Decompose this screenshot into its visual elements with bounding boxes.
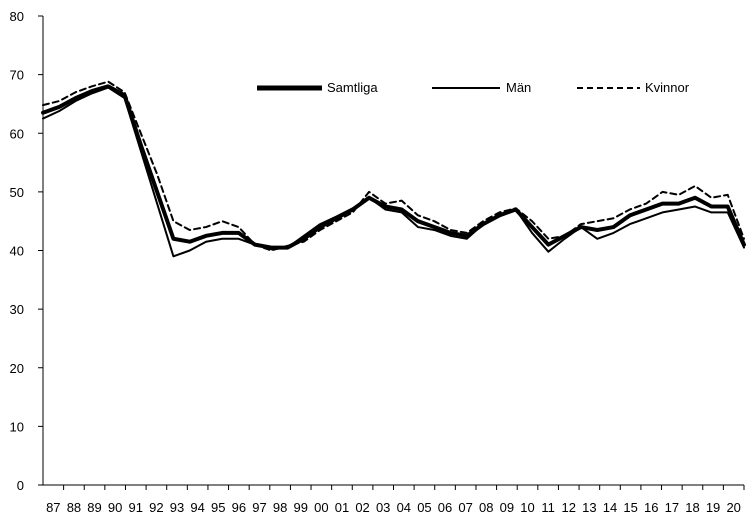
x-tick-label: 04 [397, 500, 411, 515]
series-line-kvinnor [42, 80, 745, 252]
x-tick-label: 00 [314, 500, 328, 515]
y-tick-label: 0 [17, 478, 24, 493]
x-tick-label: 94 [190, 500, 204, 515]
x-tick-label: 11 [541, 500, 555, 515]
y-axis: 0 10 20 30 40 50 60 70 80 [10, 9, 44, 493]
x-tick-label: 15 [623, 500, 637, 515]
x-tick-label: 96 [232, 500, 246, 515]
x-tick-label: 10 [520, 500, 534, 515]
x-tick-label: 02 [355, 500, 369, 515]
series-lines [41, 80, 746, 258]
y-tick-label: 70 [10, 68, 24, 83]
x-tick-label: 13 [582, 500, 596, 515]
x-tick-label: 17 [665, 500, 679, 515]
y-tick-label: 40 [10, 244, 24, 259]
x-tick-label: 03 [376, 500, 390, 515]
y-tick-label: 80 [10, 9, 24, 24]
x-tick-label: 09 [500, 500, 514, 515]
x-tick-label: 08 [479, 500, 493, 515]
series-line-m-n [42, 86, 745, 258]
x-tick-label: 97 [252, 500, 266, 515]
x-tick-label: 89 [87, 500, 101, 515]
y-tick-label: 60 [10, 126, 24, 141]
x-tick-label: 18 [685, 500, 699, 515]
legend-label-samtliga: Samtliga [327, 80, 378, 95]
legend: Samtliga Män Kvinnor [257, 80, 690, 95]
x-tick-label: 06 [438, 500, 452, 515]
x-tick-label: 95 [211, 500, 225, 515]
x-tick-label: 98 [273, 500, 287, 515]
y-tick-label: 30 [10, 302, 24, 317]
x-tick-label: 93 [170, 500, 184, 515]
x-tick-label: 01 [335, 500, 349, 515]
x-tick-label: 14 [603, 500, 617, 515]
x-tick-label: 88 [67, 500, 81, 515]
series-line-samtliga [41, 84, 746, 250]
y-tick-label: 10 [10, 419, 24, 434]
x-tick-label: 07 [458, 500, 472, 515]
x-tick-label: 91 [129, 500, 143, 515]
x-tick-label: 19 [706, 500, 720, 515]
y-tick-label: 20 [10, 361, 24, 376]
x-tick-label: 99 [293, 500, 307, 515]
x-tick-label: 05 [417, 500, 431, 515]
y-tick-label: 50 [10, 185, 24, 200]
x-tick-label: 92 [149, 500, 163, 515]
x-tick-label: 16 [644, 500, 658, 515]
x-tick-label: 87 [46, 500, 60, 515]
x-axis: 87 88 89 90 91 92 93 94 95 96 97 98 99 00 01 02 03 04 05 06… [43, 484, 745, 515]
x-tick-label: 12 [562, 500, 576, 515]
legend-label-man: Män [506, 80, 531, 95]
x-tick-label: 20 [726, 500, 740, 515]
x-tick-label: 90 [108, 500, 122, 515]
legend-label-kvinnor: Kvinnor [645, 80, 690, 95]
